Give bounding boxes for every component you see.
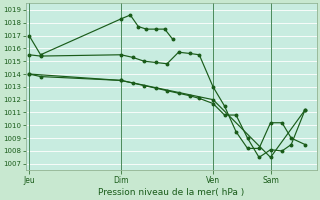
- X-axis label: Pression niveau de la mer( hPa ): Pression niveau de la mer( hPa ): [98, 188, 244, 197]
